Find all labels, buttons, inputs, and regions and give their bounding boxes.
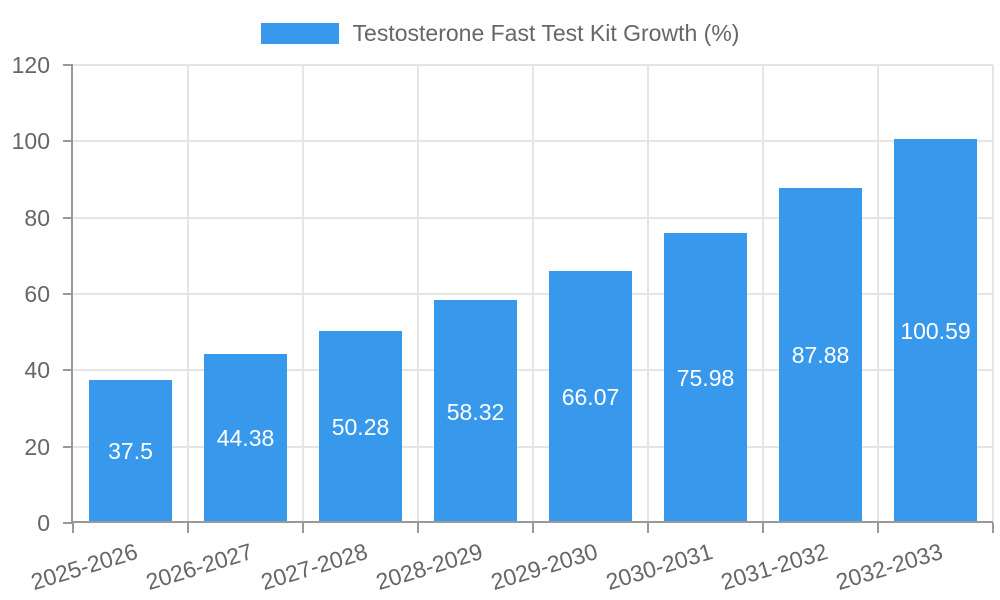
y-axis-tick: [63, 369, 73, 372]
bar-value-label: 58.32: [446, 398, 505, 425]
x-axis-category-label: 2028-2029: [372, 538, 486, 596]
x-axis-tick: [762, 523, 764, 533]
y-axis-tick: [63, 140, 73, 143]
y-axis-tick: [63, 293, 73, 295]
vertical-gridline: [532, 65, 534, 523]
y-axis-tick-label: 120: [11, 52, 50, 78]
x-axis-tick: [417, 523, 419, 533]
vertical-gridline: [762, 65, 764, 523]
bar-value-label: 66.07: [561, 383, 620, 410]
bar-value-label: 100.59: [900, 318, 971, 345]
x-axis-category-label: 2029-2030: [487, 538, 601, 596]
x-axis-tick: [302, 523, 304, 533]
bar: [89, 379, 172, 521]
y-axis-tick: [63, 522, 73, 524]
bar-value-label: 50.28: [331, 414, 390, 441]
vertical-gridline: [417, 65, 419, 523]
legend-swatch-icon: [260, 22, 339, 44]
x-axis-tick: [647, 523, 649, 533]
x-axis-tick: [72, 523, 74, 533]
x-axis-category-label: 2030-2031: [602, 538, 716, 596]
vertical-gridline: [647, 65, 649, 523]
x-axis-category-label: 2025-2026: [27, 538, 141, 596]
bar: [204, 353, 287, 521]
y-axis-tick: [63, 64, 73, 66]
y-axis-tick: [63, 445, 73, 448]
bar-value-label: 87.88: [791, 342, 850, 369]
x-axis-tick: [992, 523, 994, 533]
y-axis-tick-label: 60: [24, 281, 50, 307]
bar-value-label: 44.38: [216, 425, 275, 452]
y-axis-tick-label: 20: [24, 433, 50, 460]
legend-item[interactable]: Testosterone Fast Test Kit Growth (%): [0, 20, 1000, 46]
x-axis-category-label: 2026-2027: [142, 538, 256, 596]
legend-label: Testosterone Fast Test Kit Growth (%): [352, 20, 740, 46]
x-axis-tick: [877, 523, 879, 533]
vertical-gridline: [187, 65, 189, 523]
y-axis-line: [71, 65, 73, 523]
y-axis-tick-label: 0: [37, 510, 50, 536]
bar: [434, 300, 517, 521]
x-axis-category-label: 2031-2032: [717, 538, 831, 596]
y-axis-tick-label: 100: [11, 128, 50, 155]
bar: [664, 233, 747, 521]
bar: [549, 270, 632, 521]
y-axis-tick-label: 40: [24, 357, 50, 384]
vertical-gridline: [302, 65, 304, 523]
vertical-gridline: [992, 65, 994, 523]
bar: [779, 187, 862, 521]
bar-value-label: 37.5: [108, 438, 153, 465]
x-axis-tick: [187, 523, 189, 533]
y-axis-tick: [63, 216, 73, 219]
y-axis-tick-label: 80: [24, 204, 50, 231]
x-axis-line: [71, 521, 993, 523]
bar: [894, 139, 977, 521]
x-axis-category-label: 2027-2028: [257, 538, 371, 596]
x-axis-category-label: 2032-2033: [832, 538, 946, 596]
vertical-gridline: [877, 65, 879, 523]
bar-value-label: 75.98: [676, 365, 735, 391]
bar: [319, 331, 402, 521]
x-axis-tick: [532, 523, 534, 533]
